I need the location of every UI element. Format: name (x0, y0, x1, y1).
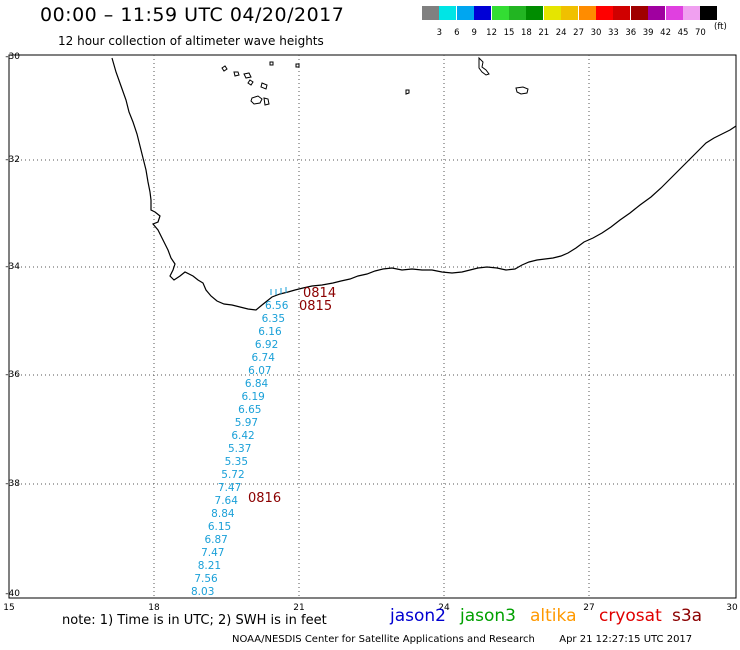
legend-swatch (509, 6, 526, 20)
legend-label: 18 (520, 28, 532, 38)
swh-value: 7.47 (201, 547, 225, 559)
legend-label: 36 (625, 28, 637, 38)
swh-value: 6.74 (251, 352, 275, 364)
lat-tick: -40 (5, 589, 20, 599)
swh-value: 6.84 (244, 378, 269, 390)
lon-tick: 18 (148, 603, 160, 613)
time-label: 0816 (248, 491, 282, 506)
time-label: 0815 (299, 299, 333, 314)
legend-label: 21 (538, 28, 550, 38)
swh-value: 6.56 (265, 300, 289, 312)
credit-text: NOAA/NESDIS Center for Satellite Applica… (232, 634, 535, 645)
legend-swatch (700, 6, 718, 20)
legend-swatch (474, 6, 492, 20)
swh-value: 5.72 (221, 469, 245, 481)
map-frame (8, 54, 737, 599)
altimeter-track (270, 287, 287, 295)
satellite-cryosat: cryosat (599, 606, 662, 626)
legend-label: 27 (573, 28, 585, 38)
legend-swatch (613, 6, 631, 20)
satellite-s3a: s3a (672, 606, 703, 626)
legend-label: 12 (486, 28, 498, 38)
legend-label: 24 (555, 28, 567, 38)
swh-value: 7.47 (217, 482, 242, 494)
lat-tick: -32 (5, 155, 20, 165)
swh-value: 8.03 (191, 586, 215, 598)
credit-line: NOAA/NESDIS Center for Satellite Applica… (232, 634, 692, 645)
legend-label: 39 (642, 28, 654, 38)
lat-tick: -36 (5, 370, 20, 380)
swh-value: 7.56 (194, 573, 218, 585)
islands (221, 56, 529, 106)
swh-value: 6.87 (204, 534, 228, 546)
swh-value: 6.35 (261, 313, 286, 325)
lon-tick: 24 (438, 603, 450, 613)
legend-label: 30 (590, 28, 602, 38)
lon-tick: 30 (726, 603, 738, 613)
lat-tick: -38 (5, 479, 20, 489)
swh-value: 6.42 (231, 430, 255, 442)
legend-swatch (596, 6, 613, 20)
legend-swatch (491, 6, 509, 20)
coastline (111, 57, 737, 311)
swh-value: 7.64 (214, 495, 238, 507)
units-note: note: 1) Time is in UTC; 2) SWH is in fe… (62, 613, 327, 628)
generated-timestamp: Apr 21 12:27:15 UTC 2017 (559, 634, 693, 645)
swh-value: 6.16 (258, 326, 282, 338)
lat-tick: -34 (5, 262, 20, 272)
lon-tick: 27 (583, 603, 595, 613)
swh-value: 6.15 (207, 521, 232, 533)
swh-value: 6.07 (248, 365, 272, 377)
legend-label: 33 (607, 28, 619, 38)
satellite-jason3: jason3 (460, 606, 516, 626)
legend-label: 45 (677, 28, 689, 38)
page-title: 00:00 – 11:59 UTC 04/20/2017 (40, 4, 345, 26)
legend-label: 3 (436, 28, 443, 38)
time-label: 0814 (303, 286, 337, 301)
legend-label: 6 (454, 28, 460, 38)
lon-tick: 21 (293, 603, 305, 613)
swh-value: 5.97 (234, 417, 259, 429)
satellite-altika: altika (530, 606, 577, 626)
legend-swatch (543, 6, 561, 20)
legend-label: 9 (471, 28, 477, 38)
legend-label: 42 (660, 28, 672, 38)
legend-swatch (683, 6, 700, 20)
swh-value: 6.19 (241, 391, 265, 403)
legend-unit: (ft) (714, 22, 727, 32)
lon-tick: 15 (3, 603, 15, 613)
legend-swatch (630, 6, 648, 20)
legend-label: 70 (694, 28, 706, 38)
legend-swatch (561, 6, 579, 20)
swh-value: 5.37 (228, 443, 252, 455)
swh-value: 8.21 (197, 560, 222, 572)
swh-value: 6.92 (254, 339, 279, 351)
legend-swatch (648, 6, 666, 20)
legend-swatch (422, 6, 439, 20)
graticule (9, 55, 736, 598)
legend-swatch (578, 6, 596, 20)
swh-value: 5.35 (224, 456, 249, 468)
swh-value: 6.65 (238, 404, 262, 416)
legend-swatch (526, 6, 544, 20)
satellite-jason2: jason2 (390, 606, 446, 626)
lat-tick: -30 (5, 52, 20, 62)
legend-label: 15 (503, 28, 515, 38)
swh-value: 8.84 (211, 508, 235, 520)
legend-swatch (665, 6, 683, 20)
legend-swatch (456, 6, 474, 20)
page-subtitle: 12 hour collection of altimeter wave hei… (58, 34, 324, 48)
legend-swatch (439, 6, 457, 20)
